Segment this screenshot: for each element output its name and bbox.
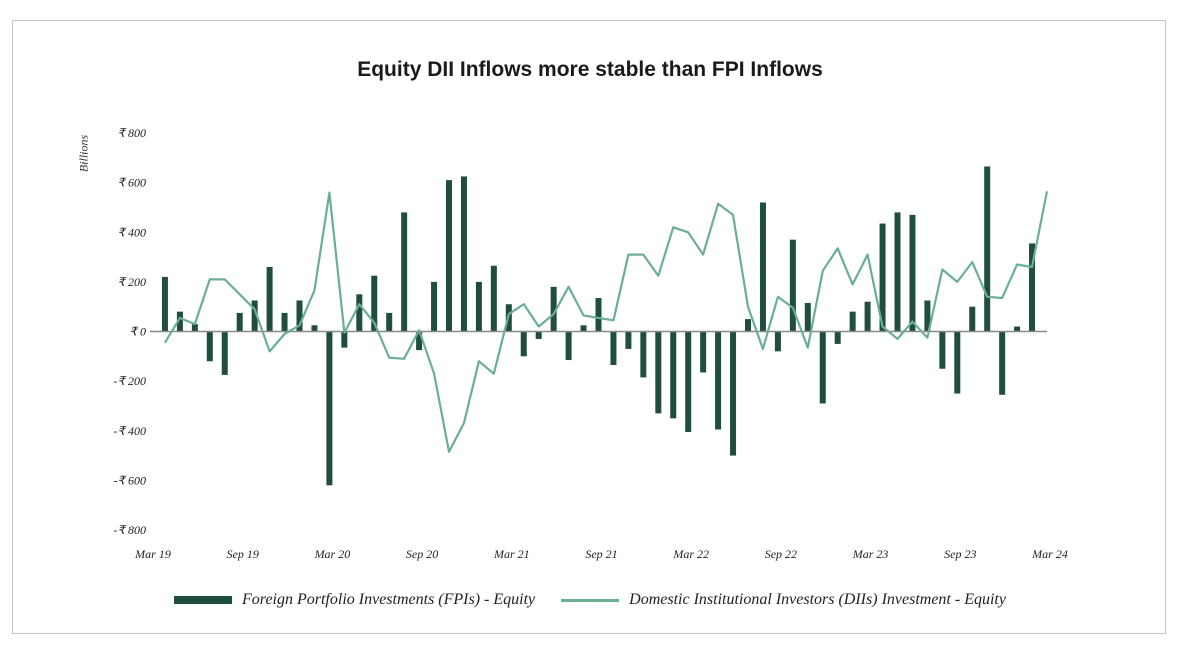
legend-item-dii: Domestic Institutional Investors (DIIs) … [561,591,1006,609]
fpi-bar [535,331,542,339]
legend-swatch-dii [561,598,620,602]
chart-title: Equity DII Inflows more stable than FPI … [357,58,823,81]
fpi-bar [834,331,841,344]
fpi-bar [969,306,976,332]
fpi-bar [685,331,692,432]
fpi-bar [490,265,497,332]
x-tick-label: Sep 22 [765,547,797,561]
fpi-bar [460,176,467,332]
fpi-bar [386,312,393,332]
fpi-bar [849,311,856,332]
fpi-bar [670,331,677,419]
x-tick-label: Sep 20 [406,547,438,561]
legend-swatch-fpi [174,596,233,604]
fpi-bar [341,331,348,348]
fpi-bar [580,325,587,332]
x-tick-label: Mar 24 [1031,547,1068,561]
x-tick-label: Sep 21 [585,547,617,561]
fpi-bar [625,331,632,349]
legend: Foreign Portfolio Investments (FPIs) - E… [0,591,1180,609]
legend-label-fpi: Foreign Portfolio Investments (FPIs) - E… [242,591,536,608]
x-tick-label: Mar 20 [314,547,351,561]
fpi-bar [864,301,871,332]
fpi-bar [999,331,1006,395]
legend-label-dii: Domestic Institutional Investors (DIIs) … [629,591,1006,608]
fpi-bar [550,286,557,332]
fpi-bar [745,319,751,332]
fpi-bar [176,311,183,332]
y-tick-label: ₹ 800 [117,126,146,140]
fpi-bar [161,276,168,332]
y-tick-label: -₹ 800 [113,523,146,537]
fpi-bar [1029,243,1036,332]
fpi-bar [715,331,722,430]
x-tick-label: Sep 19 [227,547,259,561]
x-tick-label: Mar 19 [134,547,171,561]
fpi-bar [939,331,946,369]
fpi-bar [326,331,333,486]
fpi-bar [446,180,452,332]
fpi-bar [281,312,288,332]
y-tick-label: -₹ 600 [113,473,146,487]
x-tick-label: Sep 23 [944,547,976,561]
fpi-bar [730,331,737,456]
fpi-bar [475,281,482,332]
y-tick-label: ₹ 600 [117,176,146,190]
fpi-bar [700,331,707,373]
fpi-bar [759,202,766,332]
fpi-bar [640,331,647,378]
fpi-bar [191,324,198,332]
dii-line [163,191,1049,453]
fpi-bar [520,331,527,357]
fpi-bar [984,166,991,332]
fpi-bar [954,331,961,394]
y-tick-label: -₹ 400 [113,424,146,438]
fpi-bar [610,331,617,365]
fpi-bar [804,302,811,332]
fpi-bar [296,300,303,332]
fpi-bar [431,281,438,332]
fpi-bar [371,275,378,332]
fpi-bar [565,331,572,361]
fpi-bar [909,214,916,332]
fpi-bar [266,266,273,332]
fpi-bar [236,312,243,332]
fpi-bar [924,300,931,332]
y-tick-label: ₹ 200 [117,275,146,289]
fpi-bar [1014,326,1021,332]
legend-item-fpi: Foreign Portfolio Investments (FPIs) - E… [174,591,535,609]
fpi-bar [774,331,781,352]
fpi-bar [251,300,258,332]
fpi-bar [655,331,662,414]
fpi-bar [819,331,826,404]
y-tick-label: ₹ 400 [117,225,146,239]
x-tick-label: Mar 21 [493,547,530,561]
y-tick-label: -₹ 200 [113,374,146,388]
fpi-bar [595,298,602,332]
fpi-bar [221,331,228,375]
fpi-bar [416,331,423,351]
fpi-bar [356,294,363,332]
x-tick-label: Mar 22 [672,547,709,561]
fpi-bar [401,212,408,332]
fpi-bar [789,239,796,332]
fpi-bar [311,325,318,332]
y-tick-label: ₹ 0 [129,325,146,339]
x-tick-label: Mar 23 [852,547,889,561]
fpi-bar [879,223,886,332]
fpi-bar [206,331,213,362]
fpi-bar [894,212,901,332]
